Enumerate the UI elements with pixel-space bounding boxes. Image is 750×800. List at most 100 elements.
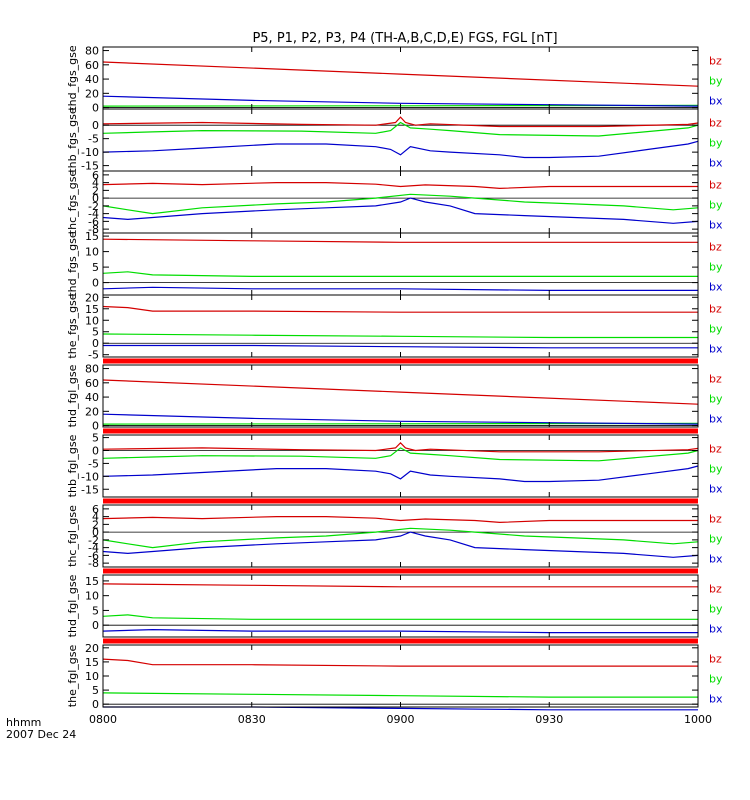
panel-4: 0 5 10 15 thd_fgs_gse bz by bx [66,230,723,297]
series-line-by [102,614,698,620]
y-tick-label: 0 [92,445,99,458]
y-axis-label: thd_fgs_gse [66,231,79,297]
series-line-by [102,447,699,462]
y-tick-label: 0 [92,277,99,290]
panel-7: -15-10-505 thb_fgl_gse bz by bx [66,432,723,504]
x-tick-label: 0930 [535,713,563,726]
y-axis-label: the_fgl_gse [66,645,79,708]
y-tick-label: 80 [85,45,99,58]
legend-label-by: by [709,603,723,616]
panel-2: -15-10-50 thb_fgs_gse bz by bx [66,107,723,173]
legend-label-by: by [709,463,723,476]
series-line-by [102,527,699,549]
legend-label-bx: bx [709,280,723,293]
y-tick-label: 0 [92,526,99,539]
y-tick-label: 0 [92,102,99,115]
y-tick-label: 60 [85,377,99,390]
legend-label-bz: bz [709,179,722,192]
legend-label-bx: bx [709,622,723,635]
legend-label-by: by [709,137,723,150]
y-tick-label: 2 [92,184,99,197]
y-tick-label: -8 [88,557,99,570]
chart-title: P5, P1, P2, P3, P4 (TH-A,B,C,D,E) FGS, F… [252,31,557,46]
panel-9: 0 510 15 thd_fgl_gse bz by bx [66,574,723,644]
y-tick-label: -5 [88,133,99,146]
data-gap-band [103,428,698,434]
y-tick-label: 5 [92,604,99,617]
y-tick-label: 5 [92,326,99,339]
series-line-bx [102,465,699,483]
series-line-bz [102,116,699,128]
y-axis-label: thc_fgl_gse [66,505,79,567]
legend-label-bz: bz [709,373,722,386]
y-tick-label: 4 [92,511,99,524]
y-tick-label: 20 [85,291,99,304]
x-axis-label-line1: hhmm [6,716,41,729]
series-line-bz [102,305,698,313]
legend-label-by: by [709,75,723,88]
y-tick-label: 40 [85,391,99,404]
y-tick-label: 0 [92,698,99,711]
legend-label-bx: bx [709,342,723,355]
panel-frame [102,364,699,428]
legend-label-bz: bz [709,443,722,456]
series-line-bx [102,140,699,159]
series-line-by [102,271,698,277]
series-line-by [102,333,698,339]
y-tick-label: 20 [85,642,99,655]
y-tick-label: 6 [92,169,99,182]
y-tick-label: -6 [88,215,99,228]
series-line-bx [102,197,699,224]
y-tick-label: 2 [92,518,99,531]
y-axis-label: thd_fgs_gse [66,45,79,111]
series-line-bz [102,379,699,405]
y-tick-label: 10 [85,590,99,603]
x-tick-label: 0900 [387,713,415,726]
series-line-bz [102,583,698,588]
y-tick-label: 10 [85,314,99,327]
data-gap-band [103,358,698,364]
y-axis-label: the_fgs_gse [66,293,79,358]
y-tick-label: -8 [88,223,99,236]
legend-label-bz: bz [709,55,722,68]
y-tick-label: 10 [85,246,99,259]
y-tick-label: -15 [81,160,99,173]
y-tick-label: 40 [85,73,99,86]
x-tick-label: 0800 [89,713,117,726]
y-tick-label: 6 [92,503,99,516]
y-tick-label: 5 [92,684,99,697]
y-axis-label: thb_fgl_gse [66,434,79,497]
data-gap-band [103,638,698,644]
y-tick-label: 0 [92,619,99,632]
panel-frame [102,46,699,110]
legend-label-by: by [709,673,723,686]
series-line-bx [102,531,699,558]
series-line-bz [102,61,699,87]
series-line-bx [102,95,699,107]
x-tick-label: 1000 [684,713,712,726]
y-tick-label: 10 [85,670,99,683]
legend-label-bx: bx [709,482,723,495]
series-line-by [102,193,699,215]
series-line-bx [102,628,698,634]
series-line-bx [103,344,698,349]
series-line-bz [102,238,698,243]
panel-frame [102,644,699,708]
series-line-bz [102,658,698,667]
y-tick-label: 0 [92,192,99,205]
y-tick-label: 20 [85,405,99,418]
y-tick-label: -6 [88,549,99,562]
y-tick-label: 5 [92,432,99,445]
legend-label-bx: bx [709,218,723,231]
legend-label-by: by [709,261,723,274]
legend-label-bz: bz [709,513,722,526]
legend-label-by: by [709,323,723,336]
legend-label-bx: bx [709,412,723,425]
series-line-bz [102,182,698,190]
